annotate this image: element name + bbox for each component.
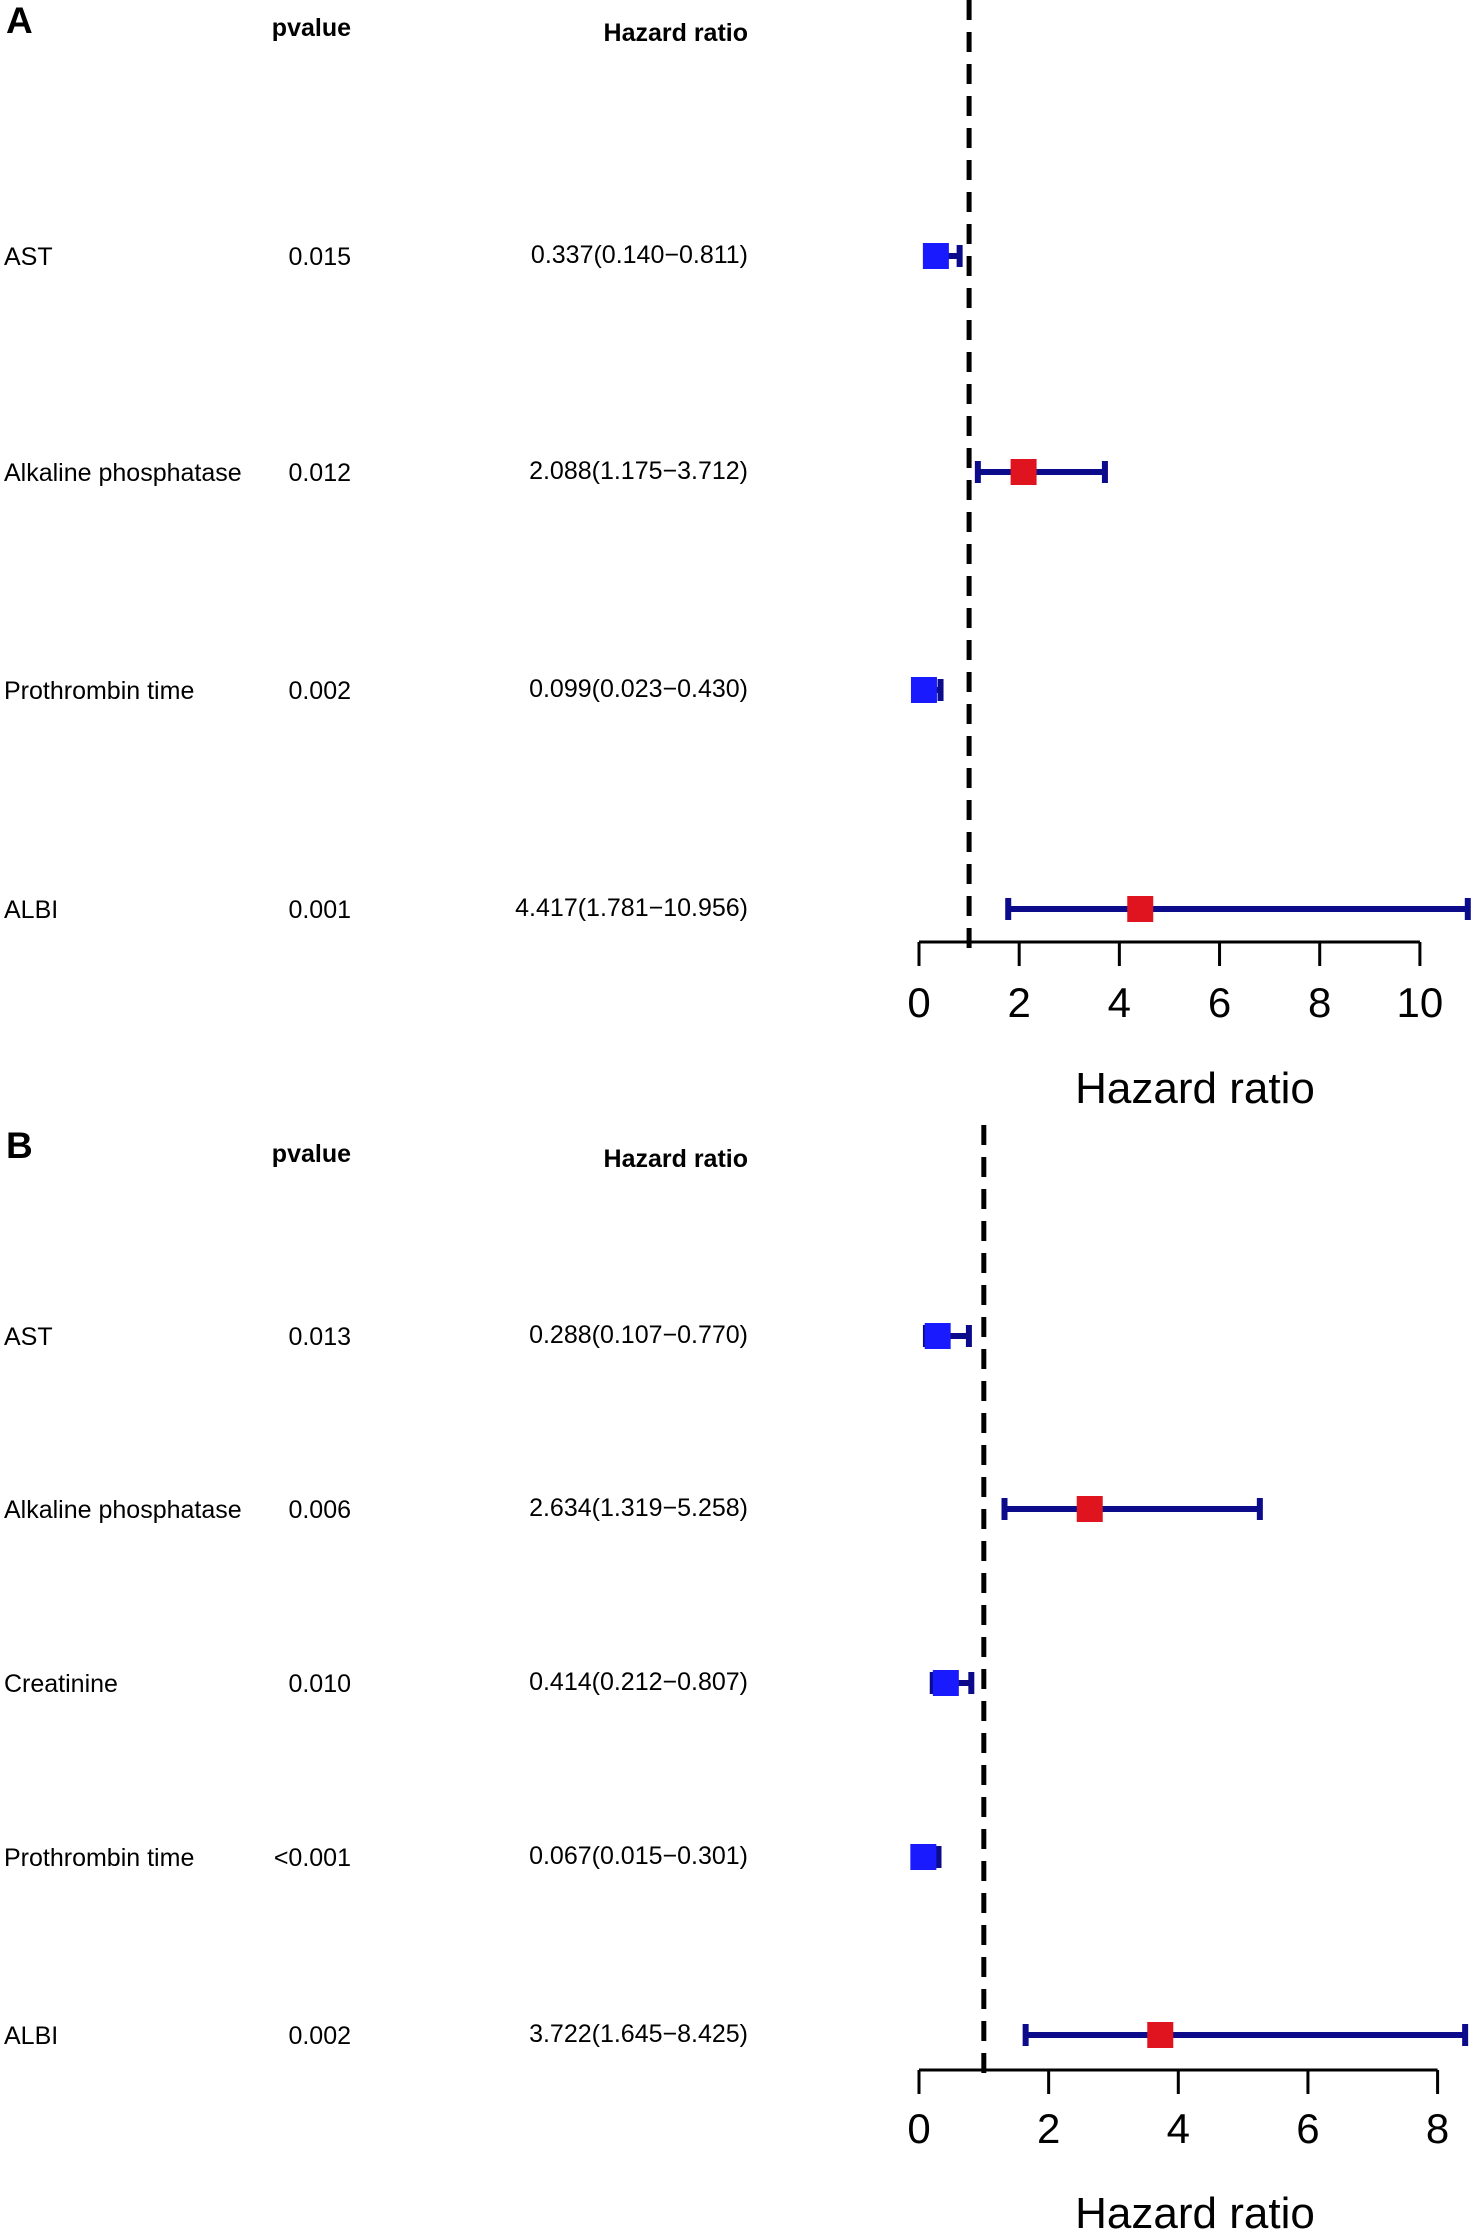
row-pvalue: 0.002	[288, 677, 351, 705]
hr-point	[1076, 1496, 1103, 1522]
hr-point	[922, 243, 949, 269]
hr-point	[1147, 2022, 1174, 2048]
x-tick-label: 6	[1208, 979, 1231, 1026]
hazard-ratio-header: Hazard ratio	[604, 1145, 748, 1173]
row-pvalue: <0.001	[274, 1844, 351, 1872]
pvalue-header: pvalue	[272, 14, 351, 42]
row-pvalue: 0.006	[288, 1496, 351, 1524]
row-pvalue: 0.013	[288, 1323, 351, 1351]
x-axis-title: Hazard ratio	[1075, 2189, 1315, 2233]
row-label: AST	[4, 1323, 53, 1351]
hr-point	[1127, 896, 1154, 922]
row-label: AST	[4, 243, 53, 271]
row-hr-text: 0.067(0.015−0.301)	[529, 1842, 748, 1870]
row-label: Prothrombin time	[4, 677, 194, 705]
pvalue-header: pvalue	[272, 1140, 351, 1168]
row-label: Prothrombin time	[4, 1844, 194, 1872]
x-tick-label: 8	[1426, 2105, 1449, 2152]
x-tick-label: 2	[1037, 2105, 1060, 2152]
x-tick-label: 0	[907, 2105, 930, 2152]
hr-point	[924, 1323, 951, 1349]
panel-letter: A	[6, 0, 33, 41]
x-tick-label: 10	[1397, 979, 1444, 1026]
row-label: Alkaline phosphatase	[4, 459, 242, 487]
row-label: ALBI	[4, 896, 58, 924]
x-tick-label: 0	[907, 979, 930, 1026]
row-label: Creatinine	[4, 1670, 118, 1698]
row-pvalue: 0.002	[288, 2022, 351, 2050]
row-pvalue: 0.001	[288, 896, 351, 924]
x-tick-label: 2	[1008, 979, 1031, 1026]
x-tick-label: 4	[1167, 2105, 1190, 2152]
x-axis-title: Hazard ratio	[1075, 1064, 1315, 1113]
hr-point	[932, 1670, 959, 1696]
hr-point	[1010, 459, 1037, 485]
row-pvalue: 0.015	[288, 243, 351, 271]
row-hr-text: 0.337(0.140−0.811)	[531, 241, 748, 269]
row-hr-text: 3.722(1.645−8.425)	[529, 2020, 748, 2048]
hr-point	[910, 677, 937, 703]
row-label: Alkaline phosphatase	[4, 1496, 242, 1524]
x-tick-label: 4	[1108, 979, 1131, 1026]
panel-letter: B	[6, 1125, 33, 1166]
hr-point	[910, 1844, 937, 1870]
row-pvalue: 0.012	[288, 459, 351, 487]
row-hr-text: 0.414(0.212−0.807)	[529, 1668, 748, 1696]
row-hr-text: 4.417(1.781−10.956)	[515, 894, 748, 922]
row-pvalue: 0.010	[288, 1670, 351, 1698]
row-hr-text: 2.088(1.175−3.712)	[529, 457, 748, 485]
x-tick-label: 6	[1296, 2105, 1319, 2152]
row-label: ALBI	[4, 2022, 58, 2050]
row-hr-text: 2.634(1.319−5.258)	[529, 1494, 748, 1522]
x-tick-label: 8	[1308, 979, 1331, 1026]
hazard-ratio-header: Hazard ratio	[604, 19, 748, 47]
row-hr-text: 0.288(0.107−0.770)	[529, 1321, 748, 1349]
row-hr-text: 0.099(0.023−0.430)	[529, 675, 748, 703]
